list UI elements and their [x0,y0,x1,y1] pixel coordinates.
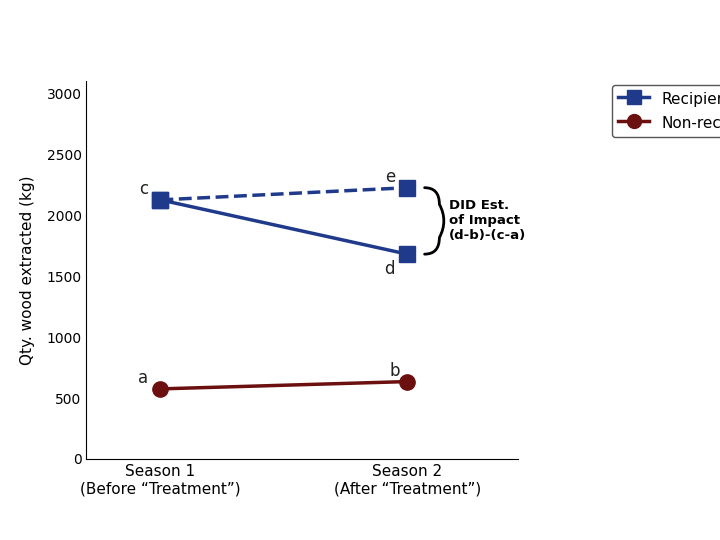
Text: b: b [390,362,400,380]
Y-axis label: Qty. wood extracted (kg): Qty. wood extracted (kg) [20,176,35,364]
Text: a: a [138,369,148,387]
Legend: Recipients, Non-recipients: Recipients, Non-recipients [612,85,720,137]
Recipients [156,197,165,203]
Text: c: c [139,180,148,198]
Text: Difference-in-Difference (DID) without controls: Difference-in-Difference (DID) without c… [11,22,565,43]
Recipients [403,251,412,258]
Non-recipients [403,379,412,385]
Line: Non-recipients: Non-recipients [153,374,415,396]
Non-recipients [156,386,165,392]
Text: DID Est.
of Impact
(d-b)-(c-a): DID Est. of Impact (d-b)-(c-a) [449,199,526,242]
Text: e: e [384,168,395,186]
Text: d: d [384,260,395,278]
Line: Recipients: Recipients [153,192,415,262]
